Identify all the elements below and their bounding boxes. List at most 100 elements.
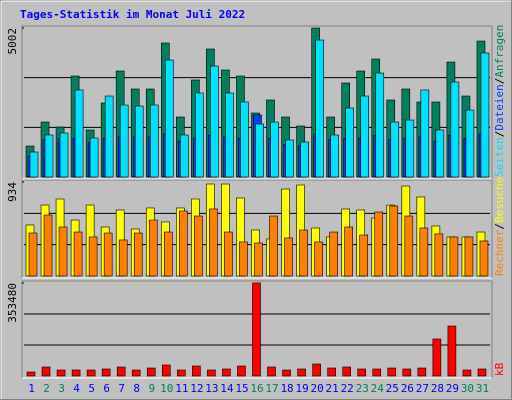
bar [254,242,263,277]
bar [312,363,321,377]
bar [116,366,126,377]
bar [417,367,427,377]
x-tick-label: 2 [43,382,50,395]
legend-entry: kB [493,362,506,376]
x-tick-label: 15 [235,382,248,395]
legend-separator: / [493,78,506,85]
bar [282,369,291,377]
bar [58,226,68,277]
legend-entry: Besuche [493,177,506,223]
bar [432,338,442,377]
legend-entry: Seiten [493,137,506,177]
bar [479,240,489,277]
bar [447,325,457,377]
bar [133,232,143,277]
bar [284,237,293,277]
bar [164,59,174,178]
bar [88,236,98,277]
bar [255,123,264,178]
bar [239,241,248,277]
bar [419,227,429,277]
bar [222,368,231,377]
bar [345,107,354,178]
bar [375,72,385,178]
bar [146,367,156,377]
bar [297,368,306,377]
x-tick-label: 28 [431,382,444,395]
bar [28,232,38,277]
bar [360,95,370,178]
x-tick-label: 14 [220,382,234,395]
bar [267,366,276,377]
legend-entry: Rechner [493,229,506,276]
bar [41,366,51,377]
bar [29,151,39,178]
bar [44,134,54,178]
bar [74,89,84,178]
bar [327,367,336,377]
bar [344,226,353,277]
x-tick-label: 13 [205,382,218,395]
bar [387,367,397,377]
y-tick-label: 5002 [6,28,19,55]
legend: kB [493,362,506,376]
x-tick-label: 29 [446,382,459,395]
bar [465,109,475,178]
legend-separator: / [493,223,506,230]
x-tick-label: 19 [295,382,308,395]
bar [315,39,324,178]
bar [434,233,444,277]
bar [103,232,113,277]
x-tick-label: 20 [311,382,324,395]
bar [163,231,173,277]
x-tick-label: 18 [280,382,293,395]
bar [43,214,53,277]
x-tick-label: 5 [88,382,95,395]
bar [269,215,278,277]
x-tick-label: 26 [401,382,414,395]
bar [210,65,219,178]
bar [404,215,414,277]
x-tick-label: 11 [175,382,188,395]
bar [118,239,128,277]
bar [179,210,188,277]
bar [300,141,309,178]
bar [180,134,189,178]
chart-title: Tages-Statistik im Monat Juli 2022 [20,8,245,21]
bar [435,129,445,178]
bar [252,282,261,377]
bar [71,369,81,377]
bar [372,368,382,377]
bar [207,369,216,377]
x-tick-label: 23 [356,382,369,395]
bar [449,236,459,277]
bar [420,89,430,178]
legend: Rechner/Besuche [493,177,506,276]
bar [359,234,369,277]
bar [240,101,249,178]
legend-entry: Anfragen [493,25,506,78]
bar [357,368,367,377]
bar [330,134,339,178]
y-tick-label: 934 [6,182,19,202]
x-tick-label: 16 [250,382,263,395]
bar [86,369,96,377]
bar [192,365,201,377]
bar [73,231,83,277]
bar [89,137,99,178]
x-tick-label: 4 [73,382,80,395]
bar [314,241,323,277]
x-tick-label: 27 [416,382,429,395]
x-tick-label: 3 [58,382,65,395]
bar [209,208,218,277]
x-tick-label: 6 [103,382,110,395]
bar [177,369,186,377]
x-tick-label: 12 [190,382,203,395]
bar [161,364,171,377]
bar [389,205,399,277]
legend: Seiten/Dateien/Anfragen [493,25,506,177]
x-tick-label: 21 [326,382,339,395]
bar [119,104,129,178]
x-tick-label: 17 [265,382,278,395]
bar [59,132,69,178]
